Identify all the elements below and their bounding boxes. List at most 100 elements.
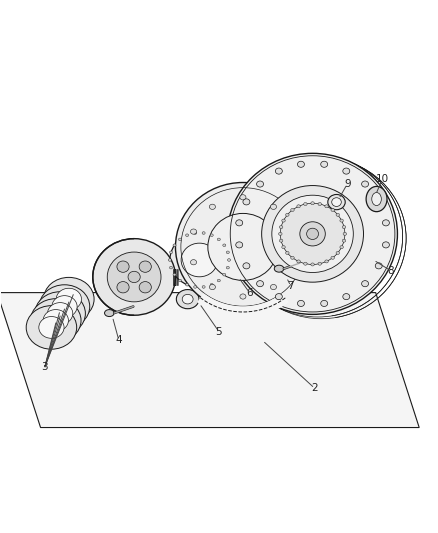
Ellipse shape: [139, 261, 152, 272]
Ellipse shape: [228, 154, 397, 314]
Ellipse shape: [372, 192, 381, 206]
Ellipse shape: [56, 288, 81, 310]
Ellipse shape: [191, 260, 197, 265]
Ellipse shape: [202, 232, 205, 235]
Ellipse shape: [297, 301, 304, 306]
Ellipse shape: [47, 303, 73, 325]
Ellipse shape: [331, 208, 335, 212]
Ellipse shape: [331, 256, 335, 259]
Ellipse shape: [375, 199, 382, 205]
Ellipse shape: [240, 195, 246, 200]
Ellipse shape: [179, 279, 182, 282]
Ellipse shape: [362, 181, 368, 187]
Ellipse shape: [366, 187, 387, 212]
Ellipse shape: [279, 239, 283, 242]
Ellipse shape: [289, 229, 295, 234]
Ellipse shape: [300, 222, 325, 246]
Ellipse shape: [282, 246, 285, 249]
Ellipse shape: [336, 213, 339, 216]
Text: 9: 9: [344, 179, 351, 189]
Ellipse shape: [168, 259, 171, 261]
Ellipse shape: [311, 201, 314, 205]
Ellipse shape: [280, 203, 345, 264]
Text: 6: 6: [246, 288, 253, 297]
Ellipse shape: [286, 213, 289, 216]
Ellipse shape: [343, 294, 350, 300]
Ellipse shape: [272, 195, 353, 272]
Ellipse shape: [243, 263, 250, 269]
Ellipse shape: [328, 195, 345, 209]
Ellipse shape: [223, 244, 226, 247]
Ellipse shape: [318, 203, 321, 206]
Ellipse shape: [93, 239, 176, 315]
Ellipse shape: [307, 228, 318, 239]
Ellipse shape: [311, 263, 314, 266]
Ellipse shape: [26, 305, 77, 349]
Ellipse shape: [139, 281, 152, 293]
Ellipse shape: [227, 259, 230, 261]
Ellipse shape: [176, 182, 311, 311]
Ellipse shape: [208, 213, 278, 280]
Text: 7: 7: [287, 281, 294, 291]
Ellipse shape: [181, 243, 218, 277]
Ellipse shape: [210, 284, 213, 286]
Ellipse shape: [39, 317, 64, 338]
Text: 3: 3: [42, 361, 48, 372]
Ellipse shape: [226, 251, 230, 254]
Ellipse shape: [170, 233, 229, 287]
Ellipse shape: [236, 220, 243, 226]
Ellipse shape: [177, 289, 199, 309]
Ellipse shape: [321, 301, 328, 306]
Ellipse shape: [194, 286, 197, 288]
Ellipse shape: [236, 242, 243, 248]
Ellipse shape: [336, 252, 339, 254]
Ellipse shape: [39, 285, 90, 328]
Ellipse shape: [318, 262, 321, 265]
Ellipse shape: [210, 234, 213, 237]
Ellipse shape: [321, 161, 328, 167]
Ellipse shape: [202, 286, 205, 288]
Ellipse shape: [291, 256, 294, 259]
Ellipse shape: [342, 225, 346, 229]
Ellipse shape: [226, 266, 230, 269]
Ellipse shape: [362, 281, 368, 287]
Ellipse shape: [342, 239, 346, 242]
Ellipse shape: [282, 219, 285, 222]
Ellipse shape: [170, 251, 173, 254]
Ellipse shape: [243, 199, 250, 205]
Ellipse shape: [217, 279, 220, 282]
Polygon shape: [0, 293, 419, 427]
Ellipse shape: [107, 252, 161, 302]
Ellipse shape: [382, 220, 389, 226]
Ellipse shape: [44, 277, 94, 321]
Text: 4: 4: [116, 335, 122, 345]
Ellipse shape: [52, 296, 77, 318]
Ellipse shape: [343, 232, 346, 236]
Ellipse shape: [179, 238, 182, 241]
Ellipse shape: [257, 181, 264, 187]
Ellipse shape: [117, 281, 129, 293]
Ellipse shape: [297, 260, 300, 263]
Ellipse shape: [325, 260, 328, 263]
Ellipse shape: [194, 232, 197, 235]
Ellipse shape: [279, 225, 283, 229]
Ellipse shape: [191, 229, 197, 234]
Ellipse shape: [270, 285, 276, 289]
Ellipse shape: [186, 284, 189, 286]
Ellipse shape: [291, 208, 294, 212]
Ellipse shape: [270, 204, 276, 209]
Ellipse shape: [31, 298, 81, 342]
Ellipse shape: [186, 234, 189, 237]
Ellipse shape: [223, 273, 226, 276]
Ellipse shape: [297, 161, 304, 167]
Ellipse shape: [276, 294, 283, 300]
Ellipse shape: [257, 281, 264, 287]
Ellipse shape: [340, 246, 343, 249]
Ellipse shape: [209, 204, 215, 209]
Ellipse shape: [375, 263, 382, 269]
Ellipse shape: [382, 242, 389, 248]
Ellipse shape: [286, 252, 289, 254]
Ellipse shape: [279, 232, 282, 236]
Text: 10: 10: [376, 174, 389, 184]
Ellipse shape: [261, 185, 364, 282]
